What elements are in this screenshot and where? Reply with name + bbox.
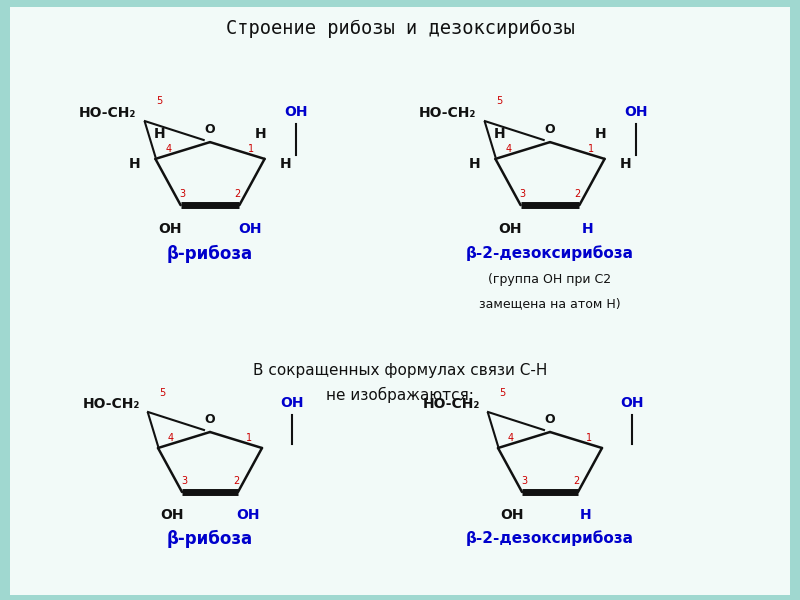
Text: 3: 3 <box>520 189 526 199</box>
Text: O: O <box>205 123 215 136</box>
Text: 1: 1 <box>586 433 592 443</box>
Text: HO-CH₂: HO-CH₂ <box>79 106 137 120</box>
Text: OH: OH <box>500 508 524 522</box>
Text: H: H <box>620 157 631 171</box>
Text: 2: 2 <box>573 476 579 486</box>
Text: Строение рибозы и дезоксирибозы: Строение рибозы и дезоксирибозы <box>226 19 574 37</box>
Text: H: H <box>494 127 506 141</box>
Text: O: O <box>545 413 555 426</box>
Text: OH: OH <box>160 508 184 522</box>
Text: не изображаются:: не изображаются: <box>326 387 474 403</box>
Text: 4: 4 <box>506 143 512 154</box>
Text: H: H <box>594 127 606 141</box>
Text: O: O <box>205 413 215 426</box>
FancyBboxPatch shape <box>10 7 790 595</box>
Text: H: H <box>154 127 166 141</box>
Text: H: H <box>580 508 592 522</box>
Text: OH: OH <box>284 105 308 119</box>
Text: 5: 5 <box>497 97 502 106</box>
Text: 4: 4 <box>508 433 514 443</box>
Text: HO-CH₂: HO-CH₂ <box>422 397 480 411</box>
Text: OH: OH <box>238 222 262 236</box>
Text: H: H <box>129 157 140 171</box>
Text: H: H <box>280 157 291 171</box>
Text: β-рибоза: β-рибоза <box>167 530 253 548</box>
Text: 1: 1 <box>246 433 252 443</box>
Text: 1: 1 <box>588 143 594 154</box>
Text: 5: 5 <box>159 388 165 398</box>
Text: 1: 1 <box>248 143 254 154</box>
Text: OH: OH <box>498 222 522 236</box>
Text: H: H <box>254 127 266 141</box>
Text: OH: OH <box>280 396 304 410</box>
Text: 4: 4 <box>168 433 174 443</box>
Text: (группа ОН при С2: (группа ОН при С2 <box>489 273 611 286</box>
Text: 5: 5 <box>157 97 162 106</box>
Text: H: H <box>582 222 594 236</box>
Text: β-2-дезоксирибоза: β-2-дезоксирибоза <box>466 245 634 261</box>
Text: OH: OH <box>624 105 648 119</box>
Text: HO-CH₂: HO-CH₂ <box>82 397 140 411</box>
Text: H: H <box>469 157 480 171</box>
Text: замещена на атом Н): замещена на атом Н) <box>479 297 621 310</box>
Text: 2: 2 <box>574 189 581 199</box>
Text: 3: 3 <box>180 189 186 199</box>
Text: 5: 5 <box>499 388 505 398</box>
Text: В сокращенных формулах связи С-Н: В сокращенных формулах связи С-Н <box>253 362 547 377</box>
Text: 3: 3 <box>521 476 527 486</box>
Text: 4: 4 <box>166 143 172 154</box>
Text: β-рибоза: β-рибоза <box>167 245 253 263</box>
Text: HO-CH₂: HO-CH₂ <box>419 106 477 120</box>
Text: OH: OH <box>620 396 644 410</box>
Text: OH: OH <box>236 508 260 522</box>
Text: 2: 2 <box>234 189 241 199</box>
Text: 3: 3 <box>181 476 187 486</box>
Text: OH: OH <box>158 222 182 236</box>
Text: O: O <box>545 123 555 136</box>
Text: β-2-дезоксирибоза: β-2-дезоксирибоза <box>466 530 634 546</box>
Text: 2: 2 <box>233 476 239 486</box>
